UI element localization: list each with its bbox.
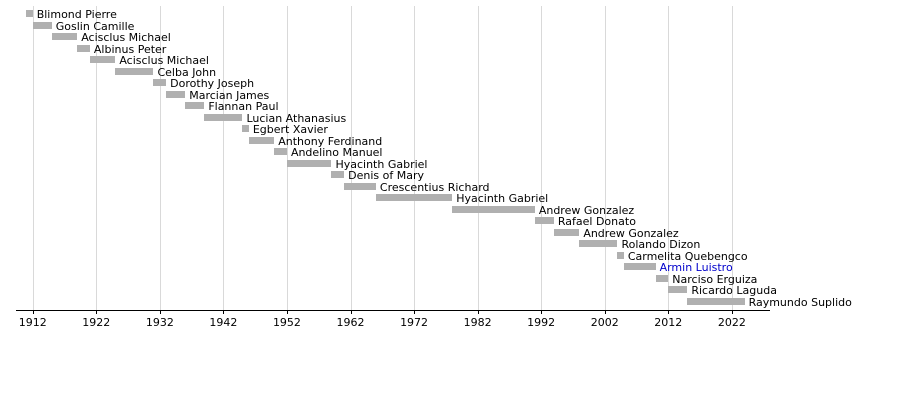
axis-tick — [604, 310, 606, 314]
timeline-bar — [452, 205, 535, 213]
timeline-bar — [242, 125, 249, 133]
person-label: Andrew Gonzalez — [538, 203, 635, 217]
timeline-bar — [32, 21, 52, 29]
timeline-bar — [331, 171, 345, 179]
gridline — [223, 6, 225, 310]
person-label: Andrew Gonzalez — [583, 226, 679, 240]
timeline-bar — [115, 67, 154, 75]
timeline-bar — [77, 44, 90, 52]
timeline-bar — [274, 148, 287, 156]
person-label: Ricardo Laguda — [691, 284, 777, 297]
timeline-bar — [248, 136, 275, 144]
gridline — [159, 6, 161, 310]
person-label: Albinus Peter — [93, 42, 167, 56]
person-label: Celba John — [157, 65, 217, 79]
person-link[interactable]: Armin Luistro — [659, 261, 733, 274]
timeline-bar — [344, 182, 376, 190]
person-label: Raymundo Suplido — [748, 295, 852, 309]
person-label: Rafael Donato — [557, 215, 636, 228]
axis-tick — [96, 310, 98, 314]
axis-tick-label: 2002 — [590, 316, 619, 329]
gridline — [32, 6, 34, 310]
axis-tick-label: 2022 — [717, 316, 746, 329]
axis-tick — [223, 310, 225, 314]
timeline-bar — [655, 274, 669, 282]
axis-tick-label: 1912 — [18, 316, 47, 329]
axis-tick-label: 2012 — [654, 316, 683, 329]
timeline-bar — [623, 263, 656, 271]
x-axis — [16, 310, 770, 311]
person-label: Goslin Camille — [55, 19, 135, 33]
person-label: Hyacinth Gabriel — [335, 157, 428, 171]
timeline-bar — [204, 113, 243, 121]
axis-tick-label: 1962 — [336, 316, 365, 329]
axis-tick — [731, 310, 733, 314]
axis-tick-label: 1922 — [82, 316, 111, 329]
person-label: Andelino Manuel — [290, 146, 383, 159]
timeline-bar — [687, 297, 745, 305]
person-label: Acisclus Michael — [81, 31, 171, 44]
timeline-bar — [553, 228, 580, 236]
timeline-bar — [185, 102, 205, 110]
axis-tick-label: 1992 — [527, 316, 556, 329]
timeline-bar — [534, 217, 554, 225]
gridline — [731, 6, 733, 310]
person-label: Blimond Pierre — [36, 8, 117, 21]
axis-tick-label: 1932 — [145, 316, 174, 329]
timeline-bar — [286, 159, 332, 167]
timeline-bar — [668, 286, 688, 294]
axis-tick — [32, 310, 34, 314]
gridline — [96, 6, 98, 310]
timeline-bar — [153, 79, 167, 87]
axis-tick — [668, 310, 670, 314]
axis-tick — [477, 310, 479, 314]
person-label: Egbert Xavier — [252, 123, 328, 136]
person-label: Acisclus Michael — [119, 54, 209, 67]
person-label: Crescentius Richard — [379, 180, 490, 194]
person-label: Lucian Athanasius — [246, 111, 347, 125]
gridline — [477, 6, 479, 310]
person-label: Narciso Erguiza — [672, 272, 758, 286]
timeline-bar — [51, 33, 78, 41]
person-label: Carmelita Quebengco — [627, 249, 748, 263]
person-label: Dorothy Joseph — [170, 77, 255, 90]
person-label: Hyacinth Gabriel — [456, 192, 549, 205]
axis-tick-label: 1982 — [463, 316, 492, 329]
timeline-bar — [375, 194, 453, 202]
axis-tick — [414, 310, 416, 314]
axis-tick-label: 1952 — [272, 316, 301, 329]
person-label: Denis of Mary — [348, 169, 424, 182]
timeline-bar — [579, 240, 618, 248]
gridline — [541, 6, 543, 310]
gridline — [668, 6, 670, 310]
axis-tick — [350, 310, 352, 314]
axis-tick — [159, 310, 161, 314]
gridline — [286, 6, 288, 310]
gridline — [350, 6, 352, 310]
axis-tick — [286, 310, 288, 314]
timeline-bar — [166, 90, 186, 98]
person-label: Rolando Dizon — [621, 238, 701, 251]
axis-tick-label: 1972 — [400, 316, 429, 329]
timeline-bar — [26, 10, 33, 18]
person-label: Marcian James — [189, 88, 270, 102]
axis-tick-label: 1942 — [209, 316, 238, 329]
person-label: Flannan Paul — [208, 100, 279, 113]
gridline — [414, 6, 416, 310]
gridline — [604, 6, 606, 310]
timeline-bar — [617, 251, 624, 259]
person-label: Anthony Ferdinand — [278, 134, 383, 148]
timeline-bar — [89, 56, 116, 64]
axis-tick — [541, 310, 543, 314]
